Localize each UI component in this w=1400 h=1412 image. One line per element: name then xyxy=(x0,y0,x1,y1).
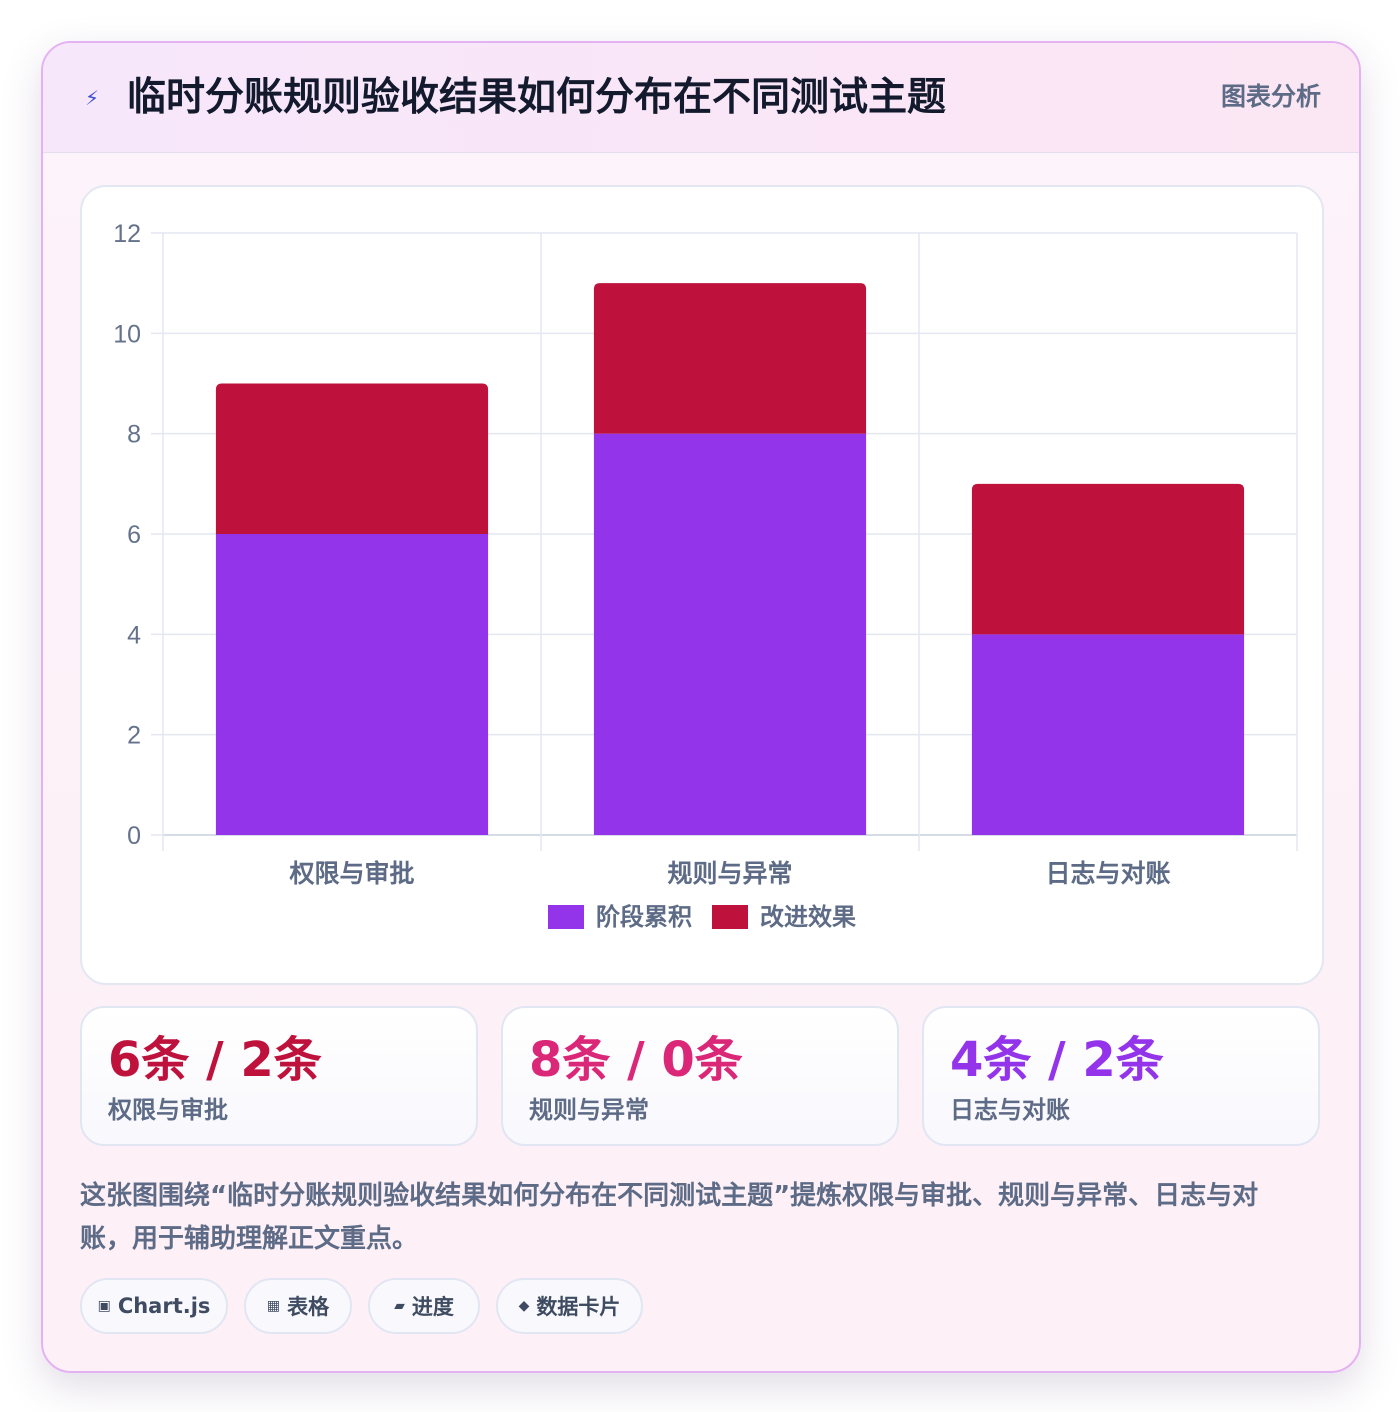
legend-label: 改进效果 xyxy=(760,903,856,931)
tag-progress[interactable]: ▰ 进度 xyxy=(368,1278,480,1334)
card-header: ⚡ 临时分账规则验收结果如何分布在不同测试主题 图表分析 xyxy=(43,43,1359,153)
legend-swatch xyxy=(548,905,584,929)
y-tick-label: 10 xyxy=(113,320,141,348)
tag-data-card[interactable]: ◆ 数据卡片 xyxy=(496,1278,643,1334)
y-tick-label: 8 xyxy=(127,421,141,449)
tag-label: 进度 xyxy=(411,1295,454,1319)
lightning-icon: ⚡ xyxy=(85,86,100,110)
y-tick-label: 4 xyxy=(127,621,141,649)
bar-segment xyxy=(971,483,1245,635)
x-tick-label: 日志与对账 xyxy=(1045,859,1170,888)
bar-segment xyxy=(593,433,867,835)
x-tick-label: 权限与审批 xyxy=(288,859,414,888)
tag-table[interactable]: ▦ 表格 xyxy=(244,1278,352,1334)
y-tick-label: 12 xyxy=(113,220,141,248)
bar-segment xyxy=(593,283,867,434)
chart-container: 0 2 4 6 8 10 12 权限与审批 规则与异常 日志与对账阶段累积 改进效果 xyxy=(80,185,1324,985)
legend-label: 阶段累积 xyxy=(596,903,692,931)
chart-description: 这张图围绕“临时分账规则验收结果如何分布在不同测试主题”提炼权限与审批、规则与异… xyxy=(80,1181,1259,1254)
y-tick-label: 6 xyxy=(127,521,141,549)
stat-card-logs: 4条 / 2条 日志与对账 xyxy=(922,1006,1320,1146)
stat-label: 规则与异常 xyxy=(529,1096,649,1124)
chart-icon: ▣ xyxy=(97,1298,111,1314)
stat-label: 日志与对账 xyxy=(950,1096,1070,1124)
progress-icon: ▰ xyxy=(394,1298,405,1314)
header-tag: 图表分析 xyxy=(1220,82,1321,111)
table-icon: ▦ xyxy=(266,1298,281,1314)
tag-label: 表格 xyxy=(287,1295,330,1319)
tag-chartjs[interactable]: ▣ Chart.js xyxy=(80,1278,228,1334)
tag-label: Chart.js xyxy=(117,1294,211,1318)
legend-swatch xyxy=(712,905,748,929)
stat-value: 6条 / 2条 xyxy=(108,1032,322,1088)
page-title: 临时分账规则验收结果如何分布在不同测试主题 xyxy=(127,75,947,120)
stat-value: 8条 / 0条 xyxy=(529,1032,743,1088)
chart-card: ⚡ 临时分账规则验收结果如何分布在不同测试主题 图表分析 0 2 4 6 8 10 12 权限… xyxy=(41,41,1361,1373)
tag-label: 数据卡片 xyxy=(536,1295,621,1319)
stat-card-rules: 8条 / 0条 规则与异常 xyxy=(501,1006,899,1146)
bar-segment xyxy=(971,634,1245,835)
y-tick-label: 0 xyxy=(127,822,141,850)
data-card-icon: ◆ xyxy=(518,1298,530,1314)
stat-label: 权限与审批 xyxy=(108,1096,228,1124)
bar-segment xyxy=(215,534,489,835)
bar-segment xyxy=(215,383,489,534)
stat-card-permission: 6条 / 2条 权限与审批 xyxy=(80,1006,478,1146)
stat-value: 4条 / 2条 xyxy=(950,1032,1164,1088)
x-tick-label: 规则与异常 xyxy=(667,859,792,888)
y-tick-label: 2 xyxy=(127,722,141,750)
